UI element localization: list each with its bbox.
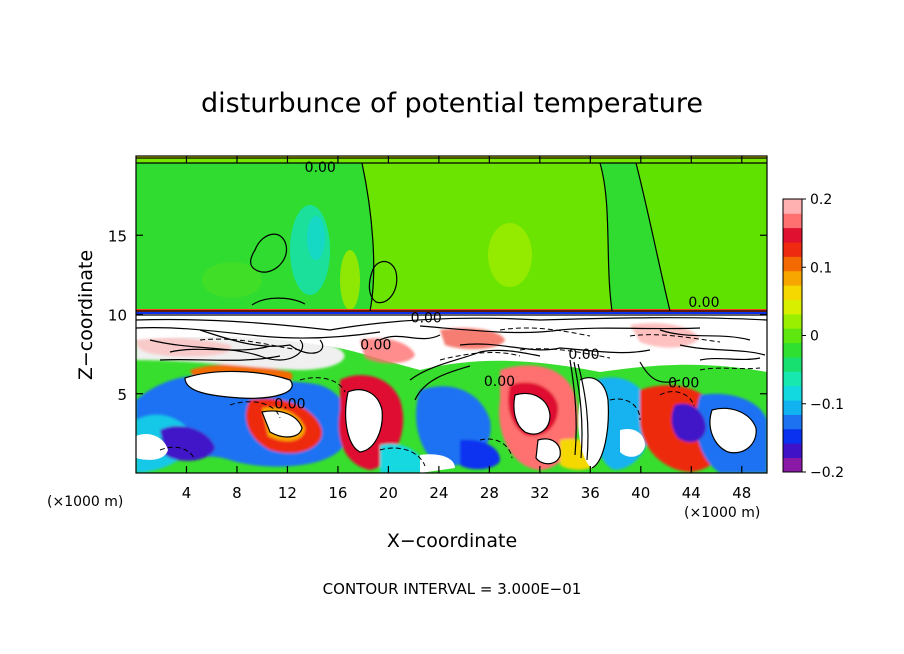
contour-lines [136, 157, 767, 469]
heatmap-field [136, 156, 767, 473]
x-tick-label: 40 [631, 484, 650, 502]
colorbar-tick-label: −0.1 [810, 397, 844, 413]
contour-label: 0.00 [484, 374, 515, 390]
contour-label: 0.00 [274, 396, 305, 412]
contour-label: 0.00 [668, 376, 699, 392]
x-tick-label: 4 [182, 484, 192, 502]
colorbar-swatch [783, 242, 802, 257]
colorbar-swatch [783, 371, 802, 387]
y-tick-label: 15 [108, 227, 127, 245]
colorbar-swatch [783, 256, 802, 272]
colorbar-swatch [783, 414, 802, 430]
colorbar-swatch [783, 199, 802, 214]
colorbar-swatch [783, 270, 802, 286]
colorbar-swatch [783, 328, 802, 344]
x-unit-right: (×1000 m) [684, 505, 760, 521]
colorbar-swatch [783, 299, 802, 315]
colorbar-tick-label: 0 [810, 329, 819, 345]
colorbar-swatch [783, 342, 802, 358]
contour-labels: 0.00 0.00 0.00 0.00 0.00 0.00 0.00 0.00 [274, 160, 719, 412]
contour-label: 0.00 [568, 347, 599, 363]
x-tick-label: 28 [480, 484, 499, 502]
x-tick-label: 12 [278, 484, 297, 502]
contour-label: 0.00 [411, 311, 442, 327]
colorbar-tick-label: 0.2 [810, 192, 832, 208]
y-tick-label: 10 [108, 307, 127, 325]
colorbar-tick-label: −0.2 [810, 465, 844, 481]
colorbar-swatch [783, 457, 802, 473]
y-axis-label: Z−coordinate [75, 250, 97, 380]
colorbar-swatch [783, 285, 802, 300]
colorbar-swatch [783, 357, 802, 372]
colorbar-swatch [783, 443, 802, 459]
colorbar-swatch [783, 385, 802, 401]
x-unit-left: (×1000 m) [47, 494, 123, 510]
y-tick-label: 5 [117, 386, 127, 404]
colorbar-swatch [783, 428, 802, 444]
contour-label: 0.00 [688, 295, 719, 311]
x-tick-label: 20 [379, 484, 398, 502]
negative-contours [159, 327, 761, 467]
x-tick-label: 36 [581, 484, 600, 502]
x-tick-label: 44 [682, 484, 701, 502]
x-axis-label: X−coordinate [387, 530, 517, 552]
x-axis: 4 8 12 16 20 24 28 32 36 40 44 48 [182, 156, 751, 502]
x-tick-label: 32 [530, 484, 549, 502]
x-tick-label: 16 [328, 484, 347, 502]
contour-label: 0.00 [305, 160, 336, 176]
x-tick-label: 8 [232, 484, 242, 502]
x-tick-label: 48 [732, 484, 751, 502]
contour-label: 0.00 [360, 338, 391, 354]
y-axis: 5 10 15 [108, 227, 767, 404]
colorbar-swatch [783, 313, 802, 329]
colorbar-swatch [783, 227, 802, 243]
colorbar-tick-label: 0.1 [810, 260, 832, 276]
contour-interval-footer: CONTOUR INTERVAL = 3.000E−01 [323, 580, 582, 598]
colorbar-swatch [783, 400, 802, 415]
x-tick-label: 24 [429, 484, 448, 502]
colorbar: 0.2 0.1 0 −0.1 −0.2 [782, 192, 844, 481]
chart-title: disturbunce of potential temperature [201, 88, 703, 119]
colorbar-swatch [783, 213, 802, 229]
